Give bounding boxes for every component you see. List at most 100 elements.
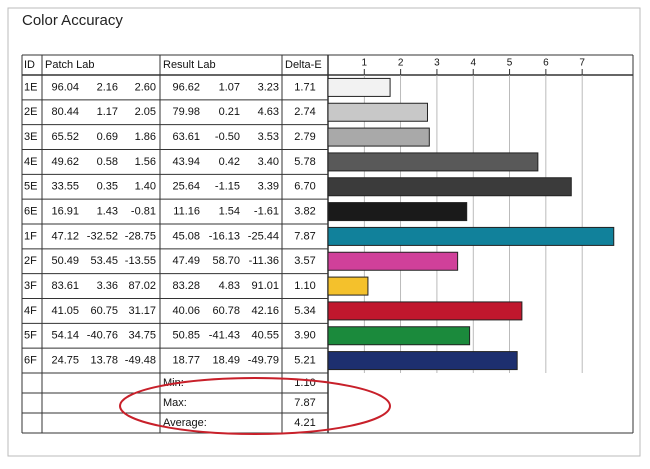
highlight-ellipse	[119, 377, 391, 435]
delta-e-label: 7.87	[294, 230, 315, 242]
column-header: Result Lab	[163, 59, 216, 71]
result-lab-cell: 50.85	[172, 330, 200, 342]
result-lab-cell: 63.61	[172, 131, 200, 143]
patch-lab-cell: -32.52	[87, 230, 118, 242]
patch-lab-cell: 34.75	[128, 330, 156, 342]
result-lab-cell: 3.53	[258, 131, 279, 143]
result-lab-cell: -49.79	[248, 354, 279, 366]
patch-lab-cell: 65.52	[51, 131, 79, 143]
row-id: 1F	[24, 230, 37, 242]
result-lab-cell: 47.49	[172, 255, 200, 267]
row-id: 4F	[24, 305, 37, 317]
patch-lab-cell: 53.45	[90, 255, 118, 267]
patch-lab-cell: 1.43	[97, 205, 118, 217]
patch-lab-cell: 83.61	[51, 280, 79, 292]
patch-lab-cell: -40.76	[87, 330, 118, 342]
row-id: 5F	[24, 330, 37, 342]
patch-lab-cell: 0.69	[97, 131, 118, 143]
result-lab-cell: -1.61	[254, 205, 279, 217]
row-id: 1E	[24, 81, 37, 93]
x-tick-label: 6	[543, 58, 549, 69]
bar	[327, 152, 539, 172]
result-lab-cell: 79.98	[172, 106, 200, 118]
patch-lab-cell: 60.75	[90, 305, 118, 317]
result-lab-cell: -41.43	[209, 330, 240, 342]
row-id: 3E	[24, 131, 37, 143]
patch-lab-cell: 16.91	[51, 205, 79, 217]
result-lab-cell: 3.40	[258, 156, 279, 168]
bar	[327, 251, 459, 271]
result-lab-cell: 91.01	[251, 280, 279, 292]
result-lab-cell: 83.28	[172, 280, 200, 292]
result-lab-cell: 1.07	[219, 81, 240, 93]
patch-lab-cell: 3.36	[97, 280, 118, 292]
result-lab-cell: 3.23	[258, 81, 279, 93]
patch-lab-cell: 31.17	[128, 305, 156, 317]
result-lab-cell: 96.62	[172, 81, 200, 93]
patch-lab-cell: 13.78	[90, 354, 118, 366]
chart-title: Color Accuracy	[22, 12, 123, 29]
result-lab-cell: 18.49	[212, 354, 240, 366]
patch-lab-cell: 41.05	[51, 305, 79, 317]
bar	[327, 301, 523, 321]
x-tick-label: 2	[398, 58, 404, 69]
x-tick-label: 5	[507, 58, 513, 69]
bar	[327, 202, 468, 222]
result-lab-cell: 0.42	[219, 156, 240, 168]
delta-e-label: 2.74	[294, 106, 315, 118]
patch-lab-cell: 2.16	[97, 81, 118, 93]
delta-e-label: 5.78	[294, 156, 315, 168]
patch-lab-cell: -0.81	[131, 205, 156, 217]
bar	[327, 127, 430, 147]
result-lab-cell: 0.21	[219, 106, 240, 118]
patch-lab-cell: 80.44	[51, 106, 79, 118]
result-lab-cell: 18.77	[172, 354, 200, 366]
patch-lab-cell: 47.12	[51, 230, 79, 242]
bar	[327, 77, 391, 97]
delta-e-label: 3.57	[294, 255, 315, 267]
result-lab-cell: 43.94	[172, 156, 200, 168]
x-tick-label: 1	[362, 58, 368, 69]
bar	[327, 326, 471, 346]
patch-lab-cell: -28.75	[125, 230, 156, 242]
patch-lab-cell: 33.55	[51, 181, 79, 193]
row-id: 2E	[24, 106, 37, 118]
patch-lab-cell: 1.17	[97, 106, 118, 118]
delta-e-label: 6.70	[294, 181, 315, 193]
bar	[327, 177, 572, 197]
delta-e-label: 1.71	[294, 81, 315, 93]
result-lab-cell: 1.54	[219, 205, 240, 217]
bar	[327, 102, 428, 122]
result-lab-cell: 40.55	[251, 330, 279, 342]
patch-lab-cell: 1.40	[135, 181, 156, 193]
row-id: 6F	[24, 354, 37, 366]
row-id: 6E	[24, 205, 37, 217]
result-lab-cell: 58.70	[212, 255, 240, 267]
summary-label: Average:	[163, 417, 207, 429]
patch-lab-cell: 54.14	[51, 330, 79, 342]
x-tick-label: 3	[434, 58, 440, 69]
patch-lab-cell: 87.02	[128, 280, 156, 292]
result-lab-cell: 3.39	[258, 181, 279, 193]
result-lab-cell: -11.36	[249, 255, 279, 267]
delta-e-label: 5.34	[294, 305, 315, 317]
result-lab-cell: -1.15	[215, 181, 240, 193]
result-lab-cell: 40.06	[172, 305, 200, 317]
delta-e-label: 2.79	[294, 131, 315, 143]
patch-lab-cell: 2.60	[135, 81, 156, 93]
bar	[327, 276, 369, 296]
bar	[327, 351, 518, 371]
patch-lab-cell: 2.05	[135, 106, 156, 118]
column-header: Delta-E	[285, 59, 322, 71]
result-lab-cell: 42.16	[251, 305, 279, 317]
patch-lab-cell: 0.58	[97, 156, 118, 168]
result-lab-cell: 4.83	[219, 280, 240, 292]
row-id: 3F	[24, 280, 37, 292]
patch-lab-cell: 0.35	[97, 181, 118, 193]
x-tick-label: 7	[579, 58, 585, 69]
x-tick-label: 4	[470, 58, 476, 69]
result-lab-cell: -16.13	[209, 230, 240, 242]
patch-lab-cell: 1.56	[135, 156, 156, 168]
row-id: 4E	[24, 156, 37, 168]
column-header: ID	[24, 59, 35, 71]
